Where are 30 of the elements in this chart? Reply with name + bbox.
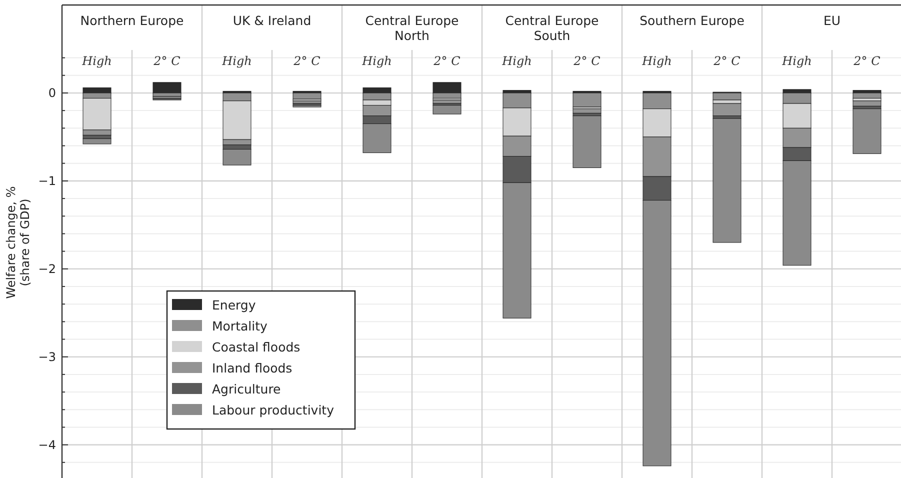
legend-label: Agriculture bbox=[212, 381, 282, 396]
legend-label: Energy bbox=[212, 297, 256, 312]
y-tick-label: 0 bbox=[48, 86, 56, 100]
legend-label: Coastal floods bbox=[212, 339, 300, 354]
y-tick-label: −3 bbox=[38, 350, 56, 364]
x-tick-label: 2° C bbox=[432, 54, 460, 68]
y-tick-label: −2 bbox=[38, 262, 56, 276]
y-tick-label: −1 bbox=[38, 174, 56, 188]
x-tick-label: High bbox=[781, 54, 812, 68]
annotation: EU bbox=[823, 13, 841, 28]
x-tick-label: High bbox=[501, 54, 532, 68]
x-tick-label: High bbox=[221, 54, 252, 68]
x-tick-label: 2° C bbox=[852, 54, 880, 68]
x-tick-label: High bbox=[81, 54, 112, 68]
x-tick-label: 2° C bbox=[292, 54, 320, 68]
x-tick-label: 2° C bbox=[712, 54, 740, 68]
legend-label: Labour productivity bbox=[212, 402, 335, 418]
annotation: Northern Europe bbox=[80, 13, 184, 28]
x-tick-label: High bbox=[361, 54, 392, 68]
x-tick-label: 2° C bbox=[572, 54, 600, 68]
y-axis-title: Welfare change, % (share of GDP) bbox=[4, 186, 32, 299]
annotation: Central Europe South bbox=[505, 13, 600, 43]
annotation: Southern Europe bbox=[640, 13, 745, 28]
annotation: Central Europe North bbox=[365, 13, 460, 43]
legend-label: Inland floods bbox=[212, 360, 292, 376]
x-tick-label: High bbox=[641, 54, 672, 68]
legend-label: Mortality bbox=[212, 318, 268, 334]
x-tick-label: 2° C bbox=[152, 54, 180, 68]
y-tick-label: −4 bbox=[38, 438, 56, 452]
annotation: UK & Ireland bbox=[232, 13, 312, 28]
